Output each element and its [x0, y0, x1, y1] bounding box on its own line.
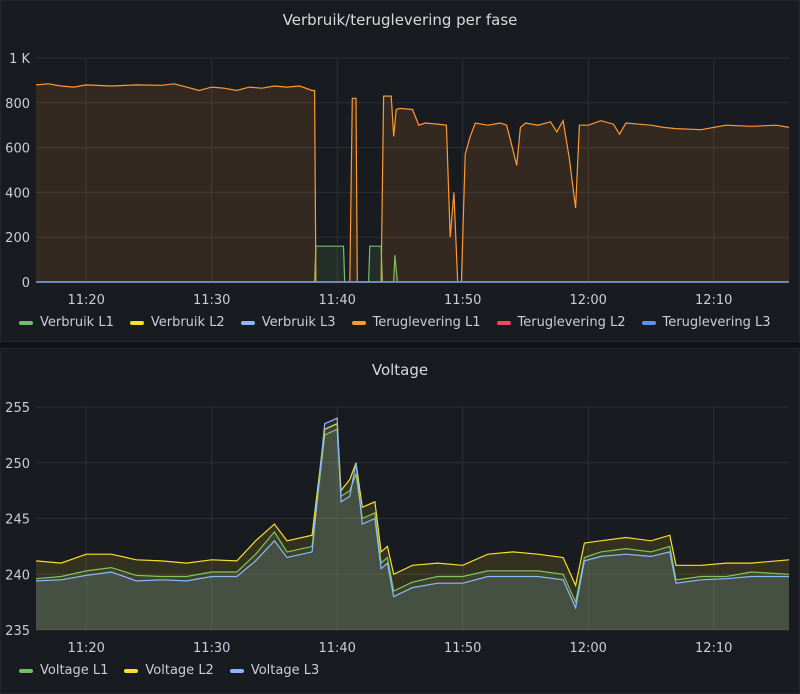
legend-swatch	[19, 320, 33, 325]
legend-item-teruglevering-l1[interactable]: Teruglevering L1	[351, 315, 481, 330]
series-voltage-l3[interactable]	[35, 417, 789, 630]
x-tick-label: 12:10	[695, 641, 732, 656]
x-tick-label: 11:40	[318, 641, 355, 656]
series-voltage-l2[interactable]	[35, 422, 790, 630]
series-teruglevering-l1[interactable]	[35, 83, 790, 283]
x-tick-label: 12:00	[569, 293, 606, 308]
y-tick-label: 255	[5, 401, 30, 416]
legend-item-verbruik-l1[interactable]: Verbruik L1	[19, 315, 114, 330]
legend-label: Verbruik L1	[40, 315, 114, 330]
legend-label: Verbruik L3	[261, 315, 336, 330]
x-tick-label: 11:50	[444, 293, 481, 308]
y-tick-label: 800	[5, 97, 30, 112]
y-tick-label: 1 K	[9, 52, 30, 67]
grid-lines	[36, 406, 789, 631]
legend-swatch	[229, 668, 244, 673]
series-line	[35, 417, 789, 610]
voltage-chart[interactable]: 235 240 245 250 255 11:20 11:30 11:40 11:50 12:00…	[1, 349, 799, 693]
series-line	[35, 83, 790, 283]
voltage-panel: Voltage 235 240 245 250 255 11:20 11:30 11:40 11…	[0, 348, 800, 694]
y-tick-label: 200	[5, 231, 30, 246]
y-tick-label: 245	[5, 513, 30, 528]
legend-label: Voltage L3	[250, 663, 320, 678]
y-tick-label: 0	[22, 276, 30, 291]
x-tick-label: 11:30	[193, 293, 230, 308]
legend-swatch	[641, 320, 656, 325]
x-tick-label: 11:40	[318, 293, 355, 308]
power-panel-title[interactable]: Verbruik/teruglevering per fase	[282, 11, 518, 29]
y-tick-label: 400	[5, 186, 30, 201]
legend-item-teruglevering-l2[interactable]: Teruglevering L2	[496, 315, 626, 330]
x-tick-label: 12:00	[569, 641, 606, 656]
legend-swatch	[124, 668, 139, 673]
legend-label: Voltage L2	[145, 663, 214, 678]
legend-label: Voltage L1	[40, 663, 109, 678]
series-voltage-l1[interactable]	[35, 428, 790, 630]
power-chart[interactable]: 0 200 400 600 800 1 K 11:20 11:30 11:40 11:50 12:0…	[1, 1, 799, 341]
y-tick-label: 240	[5, 568, 30, 583]
legend-label: Teruglevering L1	[372, 315, 481, 330]
series-area	[36, 418, 789, 630]
legend-label: Teruglevering L2	[517, 315, 626, 330]
legend-swatch	[19, 668, 33, 673]
x-tick-label: 11:20	[67, 293, 104, 308]
legend-item-voltage-l2[interactable]: Voltage L2	[124, 663, 214, 678]
legend-label: Teruglevering L3	[662, 315, 771, 330]
series-line	[35, 422, 790, 588]
legend-item-teruglevering-l3[interactable]: Teruglevering L3	[641, 315, 771, 330]
x-tick-label: 12:10	[695, 293, 732, 308]
legend-item-verbruik-l3[interactable]: Verbruik L3	[240, 315, 336, 330]
power-legend: Verbruik L1 Verbruik L2 Verbruik L3 Terugle…	[19, 315, 793, 330]
series-area	[36, 429, 789, 630]
series-area	[36, 83, 789, 282]
y-tick-label: 235	[5, 624, 30, 639]
voltage-panel-title[interactable]: Voltage	[371, 361, 429, 379]
legend-item-voltage-l3[interactable]: Voltage L3	[229, 663, 320, 678]
y-tick-label: 250	[5, 457, 30, 472]
legend-label: Verbruik L2	[150, 315, 225, 330]
legend-swatch	[240, 320, 255, 325]
voltage-legend: Voltage L1 Voltage L2 Voltage L3	[19, 663, 793, 678]
series-area	[36, 423, 789, 630]
legend-swatch	[496, 320, 511, 325]
legend-item-voltage-l1[interactable]: Voltage L1	[19, 663, 108, 678]
series-line	[35, 428, 790, 605]
power-panel: Verbruik/teruglevering per fase 0 200 400 6…	[0, 0, 800, 342]
x-tick-label: 11:50	[444, 641, 481, 656]
legend-swatch	[351, 320, 366, 325]
legend-swatch	[129, 320, 144, 325]
y-tick-label: 600	[5, 142, 30, 157]
x-tick-label: 11:20	[67, 641, 104, 656]
legend-item-verbruik-l2[interactable]: Verbruik L2	[129, 315, 225, 330]
x-tick-label: 11:30	[193, 641, 230, 656]
